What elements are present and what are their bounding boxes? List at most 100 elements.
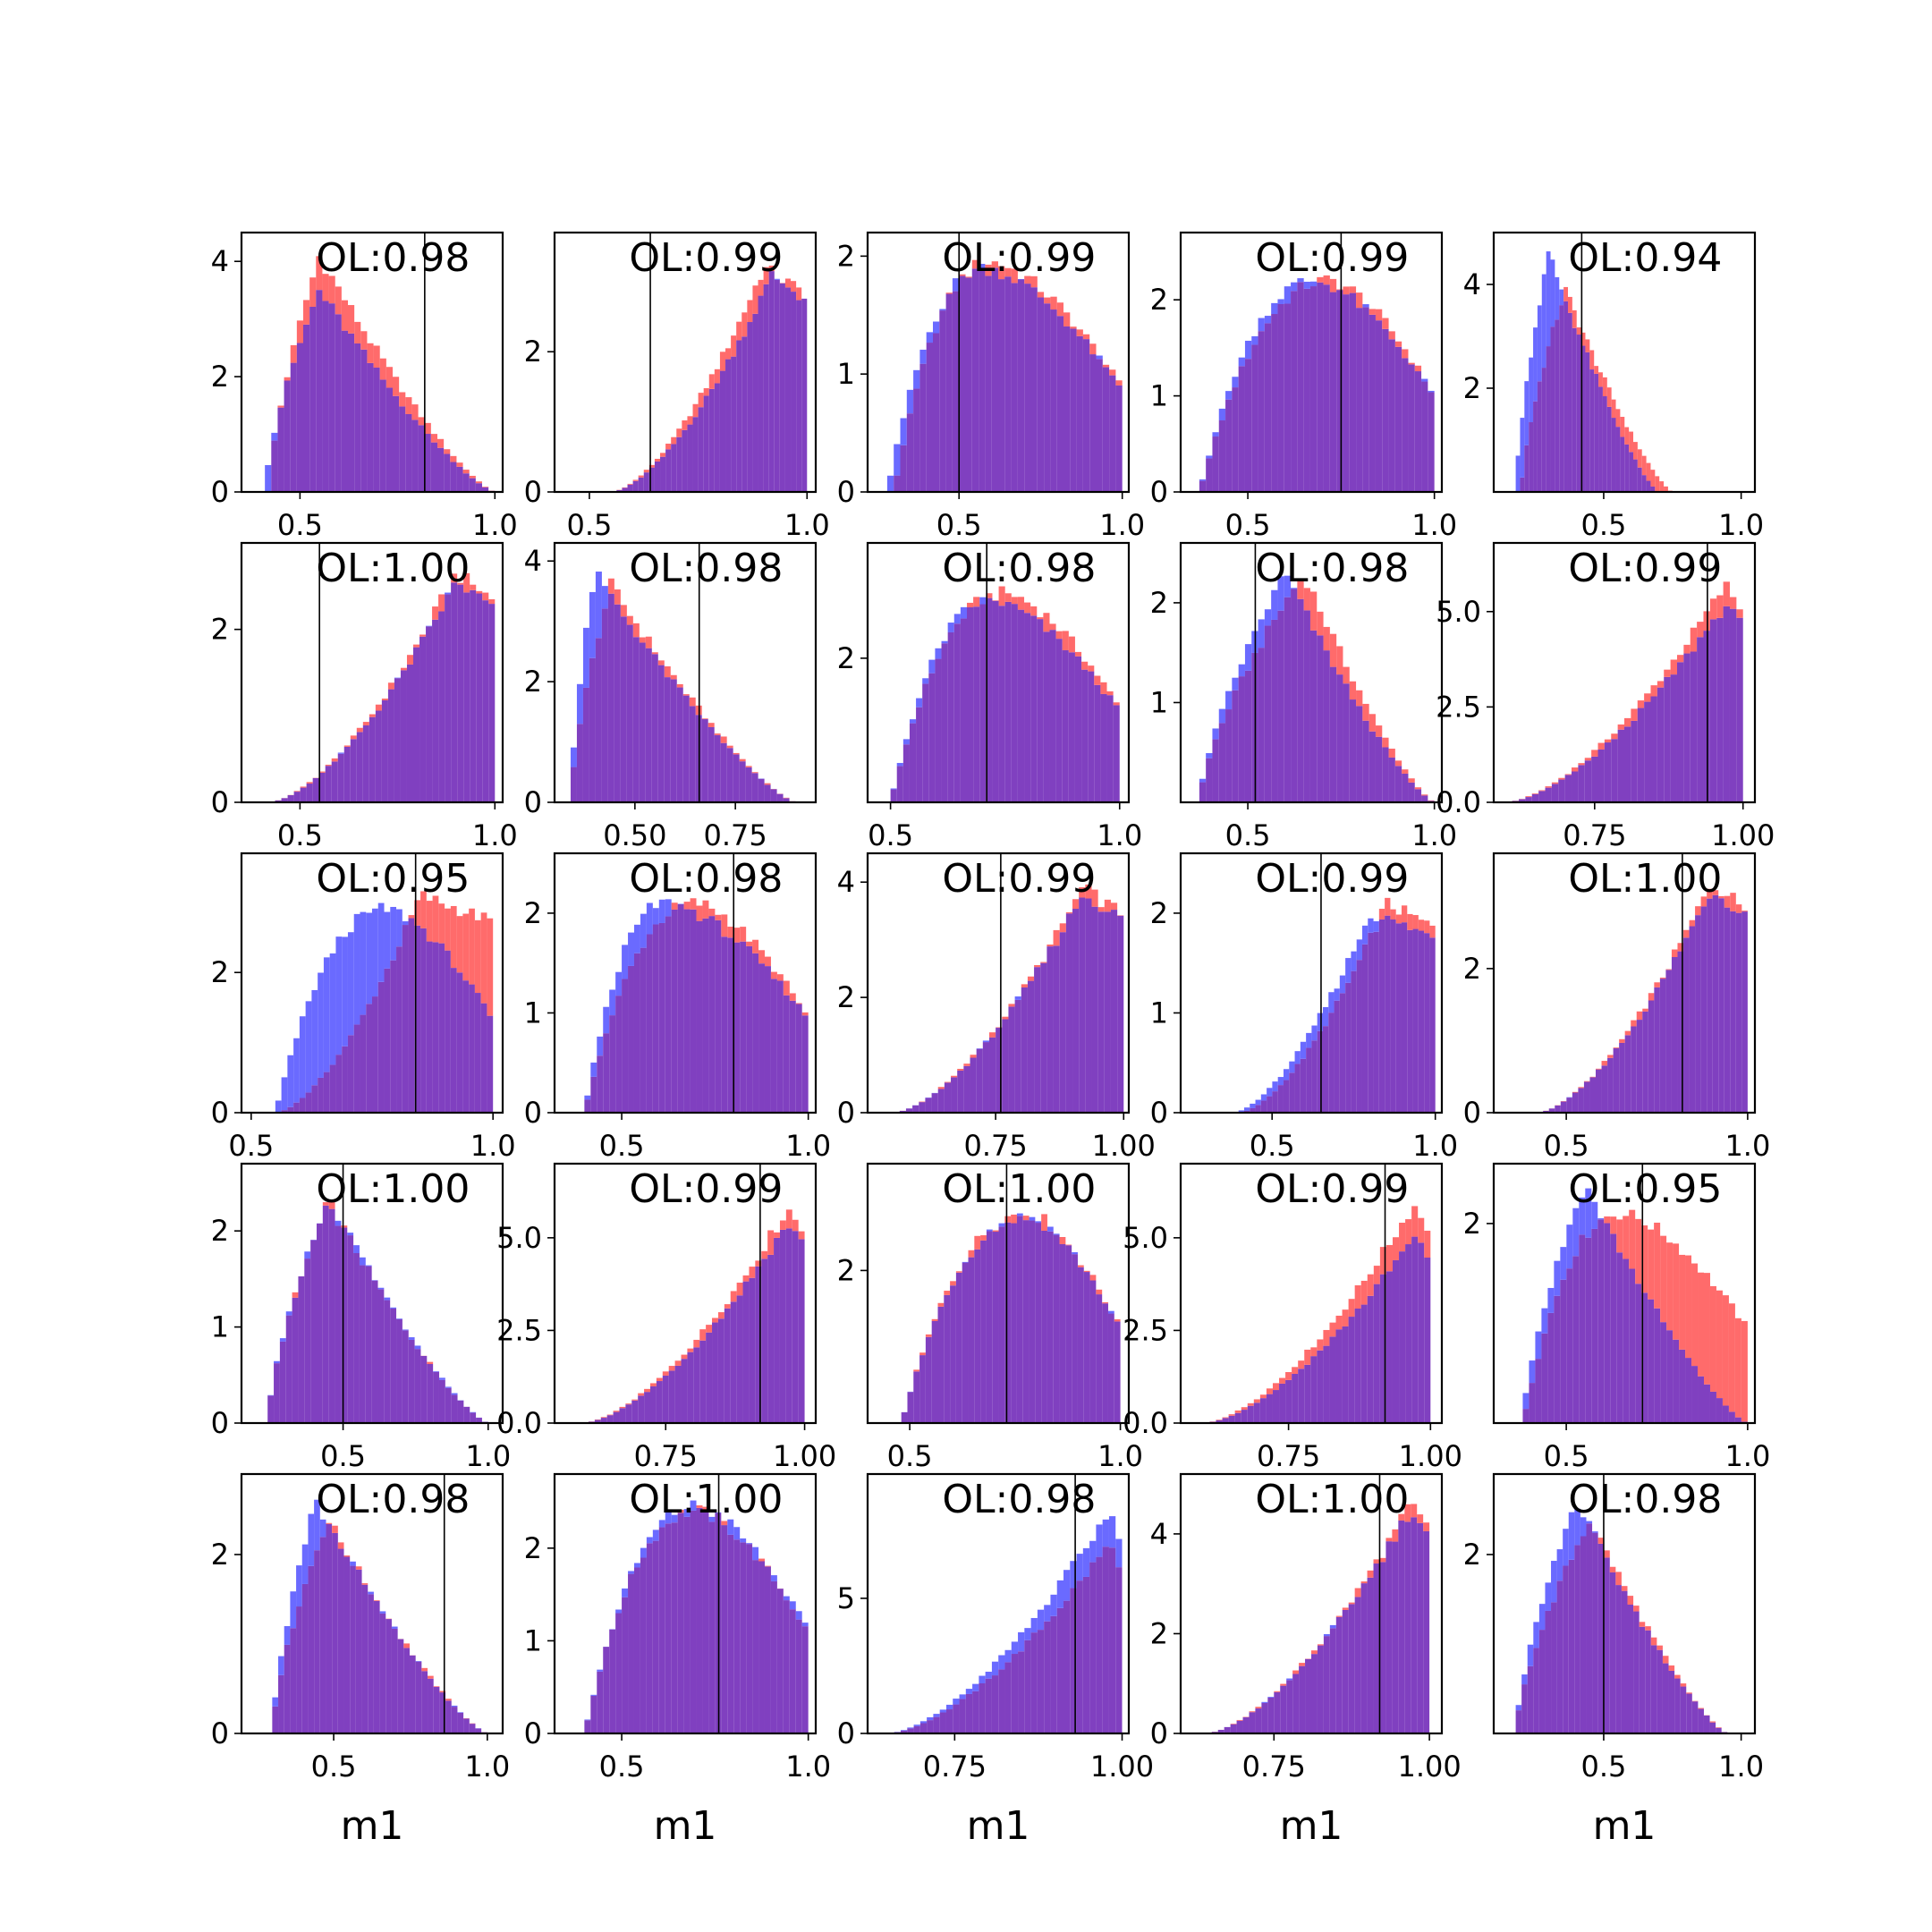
histogram-bar-overlap — [783, 1600, 790, 1733]
histogram-bar-overlap — [1392, 1259, 1400, 1423]
x-tick-label: 0.5 — [1225, 508, 1271, 542]
histogram-bar-red — [1525, 796, 1532, 798]
histogram-bar-blue — [590, 1062, 597, 1077]
histogram-bar-red — [998, 266, 1005, 280]
histogram-bar-overlap — [1035, 1223, 1042, 1423]
histogram-bar-overlap — [432, 619, 439, 802]
histogram-bar-overlap — [1284, 303, 1292, 492]
histogram-bar-red — [755, 1260, 762, 1267]
histogram-bar-blue — [1206, 455, 1213, 459]
x-tick-label: 0.5 — [1225, 818, 1271, 852]
histogram-bar-overlap — [1417, 1522, 1424, 1733]
axes-frame — [553, 1162, 818, 1425]
histogram-bar-overlap — [798, 1239, 805, 1423]
histogram-bar-overlap — [1602, 396, 1607, 492]
histogram-bar-red — [419, 634, 427, 637]
histogram-bar-overlap — [708, 1521, 716, 1733]
histogram-bar-overlap — [733, 942, 741, 1113]
histogram-bar-overlap — [1021, 987, 1028, 1113]
histogram-bar-red — [1676, 655, 1684, 663]
histogram-bar-overlap — [1356, 308, 1363, 492]
histogram-bar-overlap — [337, 753, 344, 802]
histogram-bar-red — [1735, 904, 1742, 913]
histogram-bar-red — [1551, 782, 1559, 784]
histogram-bar-overlap — [421, 1671, 428, 1733]
histogram-bar-blue — [359, 1257, 366, 1266]
y-tick-label: 2.5 — [1123, 1313, 1168, 1347]
histogram-bar-overlap — [281, 798, 288, 802]
histogram-bar-red — [758, 950, 765, 964]
histogram-bar-blue — [901, 1730, 908, 1731]
histogram-bar-red — [1102, 1301, 1108, 1304]
histogram-bar-overlap — [1342, 1326, 1349, 1423]
histogram-bar-overlap — [1648, 1299, 1655, 1423]
histogram-bar-red — [1601, 1061, 1608, 1066]
histogram-bar-red — [721, 1521, 728, 1526]
histogram-bar-overlap — [1666, 1330, 1674, 1423]
histogram-bar-overlap — [487, 1015, 494, 1113]
y-tick-label: 0.0 — [1123, 1406, 1168, 1440]
histogram-bar-red — [731, 335, 737, 357]
histogram-bar-red — [1317, 276, 1324, 283]
overlap-annotation: OL:0.95 — [316, 856, 470, 902]
histogram-bar-overlap — [1596, 1069, 1602, 1113]
histogram-bar-overlap — [1685, 1358, 1692, 1423]
histogram-bar-blue — [900, 418, 907, 445]
histogram-bar-overlap — [1538, 1630, 1546, 1733]
histogram-bar-overlap — [414, 1349, 421, 1423]
y-tick-label: 0 — [524, 785, 542, 819]
histogram-bar-red — [733, 928, 741, 943]
histogram-bar-red — [966, 602, 974, 607]
histogram-bar-overlap — [1011, 604, 1018, 802]
histogram-bar-red — [405, 397, 412, 414]
histogram-bar-overlap — [428, 1678, 434, 1733]
histogram-bar-blue — [394, 677, 401, 679]
histogram-bar-blue — [1238, 357, 1245, 367]
histogram-bar-overlap — [1385, 1541, 1393, 1733]
histogram-bar-overlap — [931, 1320, 938, 1423]
histogram-bar-overlap — [1411, 1236, 1419, 1423]
histogram-bar-blue — [353, 1245, 360, 1254]
histogram-bar-red — [1104, 899, 1111, 912]
histogram-bar-overlap — [1217, 1729, 1224, 1733]
histogram-bar-red — [469, 908, 475, 985]
histogram-bar-overlap — [1241, 1410, 1248, 1423]
histogram-bar-red — [1280, 1683, 1287, 1686]
histogram-bar-blue — [1522, 1393, 1530, 1410]
histogram-bar-red — [1348, 1602, 1355, 1605]
histogram-bar-blue — [1212, 432, 1219, 437]
histogram-bar-overlap — [1585, 352, 1590, 492]
histogram-bar-blue — [926, 332, 933, 343]
histogram-bar-blue — [646, 902, 653, 935]
histogram-bar-overlap — [783, 798, 790, 802]
histogram-bar-blue — [299, 1016, 306, 1098]
histogram-bar-blue — [1267, 1697, 1275, 1698]
histogram-bar-overlap — [432, 942, 439, 1113]
overlap-annotation: OL:0.98 — [942, 1477, 1096, 1522]
histogram-bar-red — [430, 434, 437, 443]
histogram-bar-red — [456, 462, 463, 467]
histogram-bar-blue — [323, 957, 330, 1072]
histogram-bar-red — [1686, 1692, 1692, 1694]
histogram-bar-overlap — [310, 1240, 317, 1423]
histogram-bar-blue — [683, 1509, 691, 1517]
histogram-bar-overlap — [1096, 359, 1103, 492]
x-tick-label: 0.5 — [868, 818, 913, 852]
histogram-bar-overlap — [1576, 335, 1581, 492]
y-tick-label: 2 — [837, 1253, 855, 1287]
histogram-bar-red — [1030, 275, 1038, 288]
histogram-bar-overlap — [1621, 1590, 1628, 1733]
histogram-bar-red — [768, 265, 775, 272]
histogram-bar-overlap — [1707, 898, 1713, 1113]
histogram-bar-overlap — [727, 937, 734, 1113]
histogram-bar-overlap — [1646, 480, 1651, 492]
histogram-bar-blue — [1264, 609, 1272, 626]
histogram-bar-red — [1594, 366, 1599, 374]
histogram-bar-overlap — [731, 356, 737, 492]
histogram-bar-overlap — [1418, 930, 1425, 1113]
overlap-annotation: OL:0.98 — [316, 235, 470, 281]
histogram-bar-overlap — [640, 947, 647, 1113]
histogram-bar-overlap — [1089, 1280, 1097, 1423]
